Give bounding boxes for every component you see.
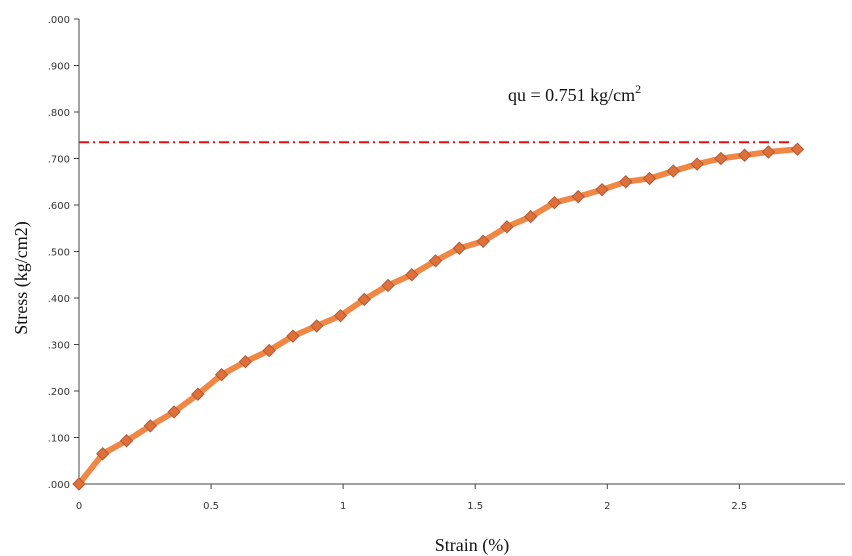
x-axis-ticks: 0 0.5 1 1.5 2 2.5 [76, 484, 747, 512]
data-point-marker [619, 175, 633, 189]
y-tick-label: .000 [48, 15, 70, 26]
data-point-marker [143, 419, 158, 433]
data-point-marker [790, 142, 805, 156]
qu-annotation: qu = 0.751 kg/cm2 [508, 82, 641, 105]
data-point-marker [666, 164, 681, 178]
y-tick-label: .100 [48, 434, 70, 445]
data-point-marker [761, 145, 776, 159]
y-tick-label: .500 [48, 248, 70, 259]
data-point-marker [642, 171, 657, 186]
y-tick-label: .600 [48, 201, 70, 212]
data-point-marker [357, 292, 371, 307]
y-tick-label: .400 [48, 294, 70, 305]
data-point-marker [191, 387, 205, 401]
data-point-marker [167, 405, 181, 419]
data-point-marker [310, 319, 324, 333]
data-point-marker [286, 329, 300, 343]
data-point-marker [96, 447, 110, 461]
data-point-marker [737, 148, 752, 162]
y-tick-label: .700 [48, 155, 70, 166]
data-point-marker [523, 209, 538, 224]
data-point-marker [238, 354, 253, 369]
data-point-marker [405, 268, 419, 282]
qu-annotation-text: qu = 0.751 kg/cm [508, 85, 635, 105]
x-tick-label: 1 [340, 501, 346, 512]
data-point-marker [214, 368, 229, 382]
data-point-marker [476, 234, 490, 248]
y-tick-label: .000 [48, 480, 70, 491]
series-layer [72, 142, 805, 491]
y-axis-title: Stress (kg/cm2) [11, 221, 32, 334]
data-point-marker [571, 189, 585, 204]
data-point-marker [595, 182, 609, 197]
x-tick-label: 2.5 [731, 501, 747, 512]
data-point-marker [72, 477, 86, 491]
y-tick-label: .800 [48, 108, 70, 119]
data-point-marker [262, 343, 276, 358]
data-point-marker [452, 241, 467, 255]
x-axis-title: Strain (%) [435, 535, 509, 556]
x-tick-label: 0.5 [203, 501, 219, 512]
data-point-marker [547, 195, 562, 210]
data-point-marker [119, 434, 134, 448]
x-tick-label: 1.5 [467, 501, 483, 512]
y-tick-label: .300 [48, 341, 70, 352]
data-point-marker [500, 220, 514, 234]
x-tick-label: 0 [76, 501, 82, 512]
x-tick-label: 2 [604, 501, 610, 512]
data-point-marker [690, 157, 704, 171]
y-axis-ticks: .000 .100 .200 .300 .400 .500 .600 .700 .800 .900… [48, 15, 79, 491]
data-point-marker [333, 308, 348, 323]
data-point-marker [714, 151, 728, 166]
data-point-marker [381, 278, 395, 293]
qu-annotation-superscript: 2 [635, 82, 641, 96]
y-tick-label: .900 [48, 62, 70, 73]
y-tick-label: .200 [48, 387, 70, 398]
series-line [76, 146, 801, 487]
data-point-marker [428, 254, 443, 268]
